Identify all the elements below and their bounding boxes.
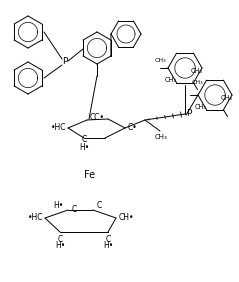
Text: CH₃: CH₃ <box>192 80 203 85</box>
Text: CH₃: CH₃ <box>221 95 233 101</box>
Text: P: P <box>62 58 68 67</box>
Text: CH₃: CH₃ <box>190 68 202 74</box>
Text: CC•: CC• <box>90 113 105 122</box>
Text: C: C <box>105 235 111 243</box>
Text: CH₃: CH₃ <box>165 77 177 83</box>
Text: CH₃: CH₃ <box>195 104 207 110</box>
Text: C: C <box>57 235 63 243</box>
Text: H•: H• <box>54 202 64 210</box>
Text: •HC: •HC <box>27 213 43 222</box>
Text: C: C <box>72 204 77 213</box>
Text: CH₃: CH₃ <box>154 58 166 63</box>
Text: C: C <box>97 202 102 210</box>
Text: P: P <box>186 109 191 118</box>
Text: CH₃: CH₃ <box>155 134 167 140</box>
Text: C•: C• <box>128 124 138 133</box>
Text: C: C <box>81 135 87 144</box>
Text: H•: H• <box>55 241 65 250</box>
Text: CH•: CH• <box>119 213 135 222</box>
Text: •HC: •HC <box>50 124 66 133</box>
Text: H•: H• <box>79 142 89 151</box>
Text: H•: H• <box>103 241 113 250</box>
Text: Fe: Fe <box>84 170 96 180</box>
